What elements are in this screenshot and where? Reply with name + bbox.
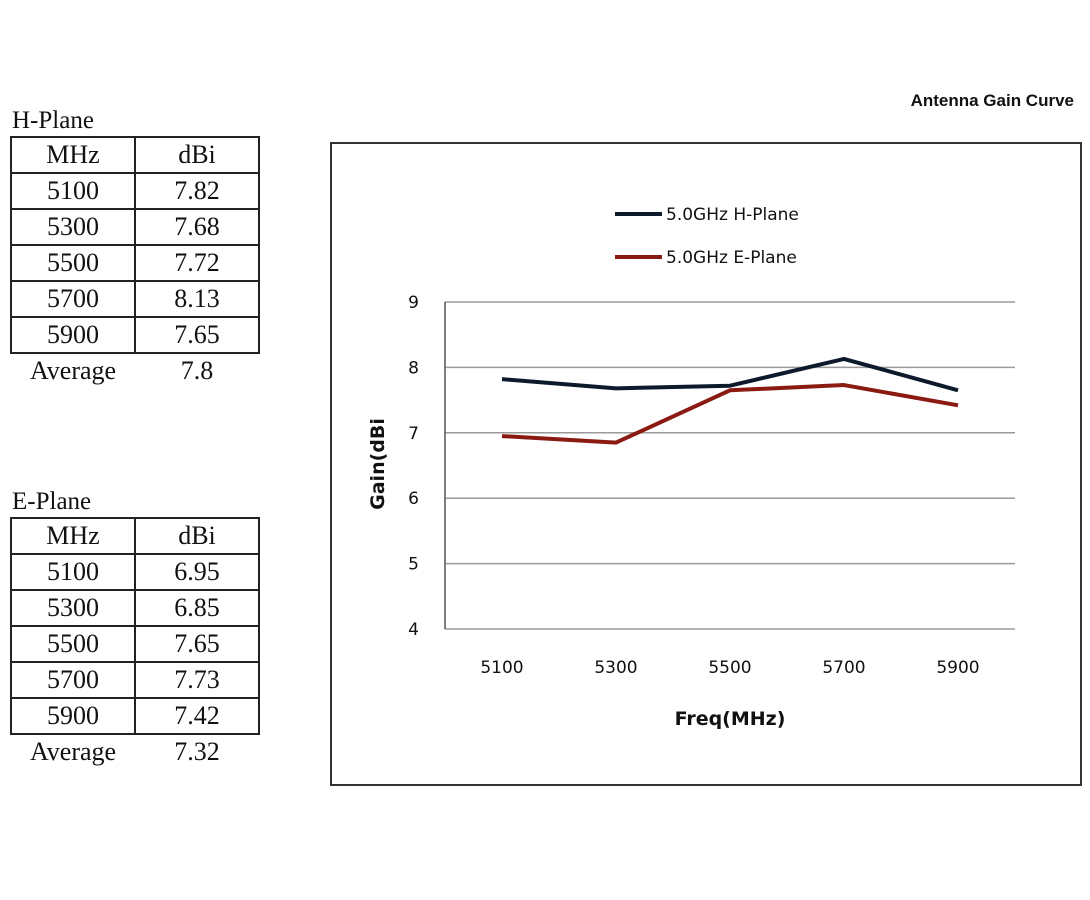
x-tick-label: 5500 xyxy=(708,658,751,678)
cell-mhz: 5100 xyxy=(10,172,136,210)
cell-dbi: 7.65 xyxy=(134,316,260,354)
h-plane-caption: H-Plane xyxy=(12,107,94,134)
table-row: 5900 7.65 xyxy=(10,316,260,354)
cell-dbi: 7.68 xyxy=(134,208,260,246)
y-tick-label: 4 xyxy=(408,620,419,640)
cell-dbi: 6.95 xyxy=(134,553,260,591)
cell-mhz: 5500 xyxy=(10,244,136,282)
x-tick-labels: 5100 5300 5500 5700 5900 xyxy=(480,658,979,678)
average-value: 7.8 xyxy=(180,356,214,385)
table-row: 5700 7.73 xyxy=(10,661,260,699)
legend: 5.0GHz H-Plane 5.0GHz E-Plane xyxy=(615,205,799,268)
column-header-dbi: dBi xyxy=(134,136,260,174)
x-tick-label: 5900 xyxy=(936,658,979,678)
cell-mhz: 5300 xyxy=(10,208,136,246)
h-plane-table: MHz dBi 5100 7.82 5300 7.68 5500 7.72 57… xyxy=(10,136,260,388)
cell-dbi: 7.82 xyxy=(134,172,260,210)
y-axis-label: Gain(dBi xyxy=(367,418,389,510)
x-tick-label: 5700 xyxy=(822,658,865,678)
cell-mhz: 5900 xyxy=(10,316,136,354)
table-row: 5700 8.13 xyxy=(10,280,260,318)
series-line-h-plane xyxy=(501,356,959,393)
average-label: Average xyxy=(29,356,117,385)
cell-dbi: 7.73 xyxy=(134,661,260,699)
x-tick-label: 5300 xyxy=(594,658,637,678)
cell-mhz: 5100 xyxy=(10,553,136,591)
cell-dbi: 8.13 xyxy=(134,280,260,318)
cell-mhz: 5700 xyxy=(10,280,136,318)
column-header-dbi: dBi xyxy=(134,517,260,555)
x-axis-label: Freq(MHz) xyxy=(675,708,786,730)
chart-frame: 4 5 6 7 8 9 5100 5300 5500 5700 5900 5.0GHz H-Pla… xyxy=(330,142,1082,786)
line-chart: 4 5 6 7 8 9 5100 5300 5500 5700 5900 5.0GHz H-Pla… xyxy=(367,205,1015,730)
cell-dbi: 6.85 xyxy=(134,589,260,627)
column-header-mhz: MHz xyxy=(10,517,136,555)
average-label: Average xyxy=(29,737,117,766)
series-layer xyxy=(501,356,959,445)
y-tick-label: 9 xyxy=(408,293,419,313)
cell-mhz: 5900 xyxy=(10,697,136,735)
legend-label: 5.0GHz H-Plane xyxy=(666,205,799,225)
average-row: Average 7.32 xyxy=(11,734,259,769)
legend-label: 5.0GHz E-Plane xyxy=(666,248,797,268)
y-tick-label: 6 xyxy=(408,489,419,509)
cell-dbi: 7.65 xyxy=(134,625,260,663)
table-row: 5500 7.72 xyxy=(10,244,260,282)
table-row: 5900 7.42 xyxy=(10,697,260,735)
chart-title: Antenna Gain Curve xyxy=(910,91,1074,110)
cell-dbi: 7.42 xyxy=(134,697,260,735)
cell-mhz: 5300 xyxy=(10,589,136,627)
average-value: 7.32 xyxy=(174,737,220,766)
cell-mhz: 5500 xyxy=(10,625,136,663)
table-row: 5100 7.82 xyxy=(10,172,260,210)
y-tick-label: 7 xyxy=(408,424,419,444)
h-plane-table-block: H-Plane MHz dBi 5100 7.82 5300 7.68 5500… xyxy=(10,106,260,388)
grid-layer xyxy=(444,301,1015,630)
table-row: 5100 6.95 xyxy=(10,553,260,591)
table-row: 5500 7.65 xyxy=(10,625,260,663)
table-row: 5300 7.68 xyxy=(10,208,260,246)
x-tick-label: 5100 xyxy=(480,658,523,678)
cell-mhz: 5700 xyxy=(10,661,136,699)
table-header-row: MHz dBi xyxy=(10,517,260,555)
y-tick-label: 5 xyxy=(408,555,419,575)
series-line-e-plane xyxy=(501,383,959,445)
e-plane-table-block: E-Plane MHz dBi 5100 6.95 5300 6.85 5500… xyxy=(10,487,260,769)
column-header-mhz: MHz xyxy=(10,136,136,174)
e-plane-table: MHz dBi 5100 6.95 5300 6.85 5500 7.65 57… xyxy=(10,517,260,769)
e-plane-caption: E-Plane xyxy=(12,488,92,515)
y-tick-label: 8 xyxy=(408,358,419,378)
y-tick-labels: 4 5 6 7 8 9 xyxy=(408,293,419,640)
average-row: Average 7.8 xyxy=(11,353,259,388)
table-header-row: MHz dBi xyxy=(10,136,260,174)
table-row: 5300 6.85 xyxy=(10,589,260,627)
cell-dbi: 7.72 xyxy=(134,244,260,282)
